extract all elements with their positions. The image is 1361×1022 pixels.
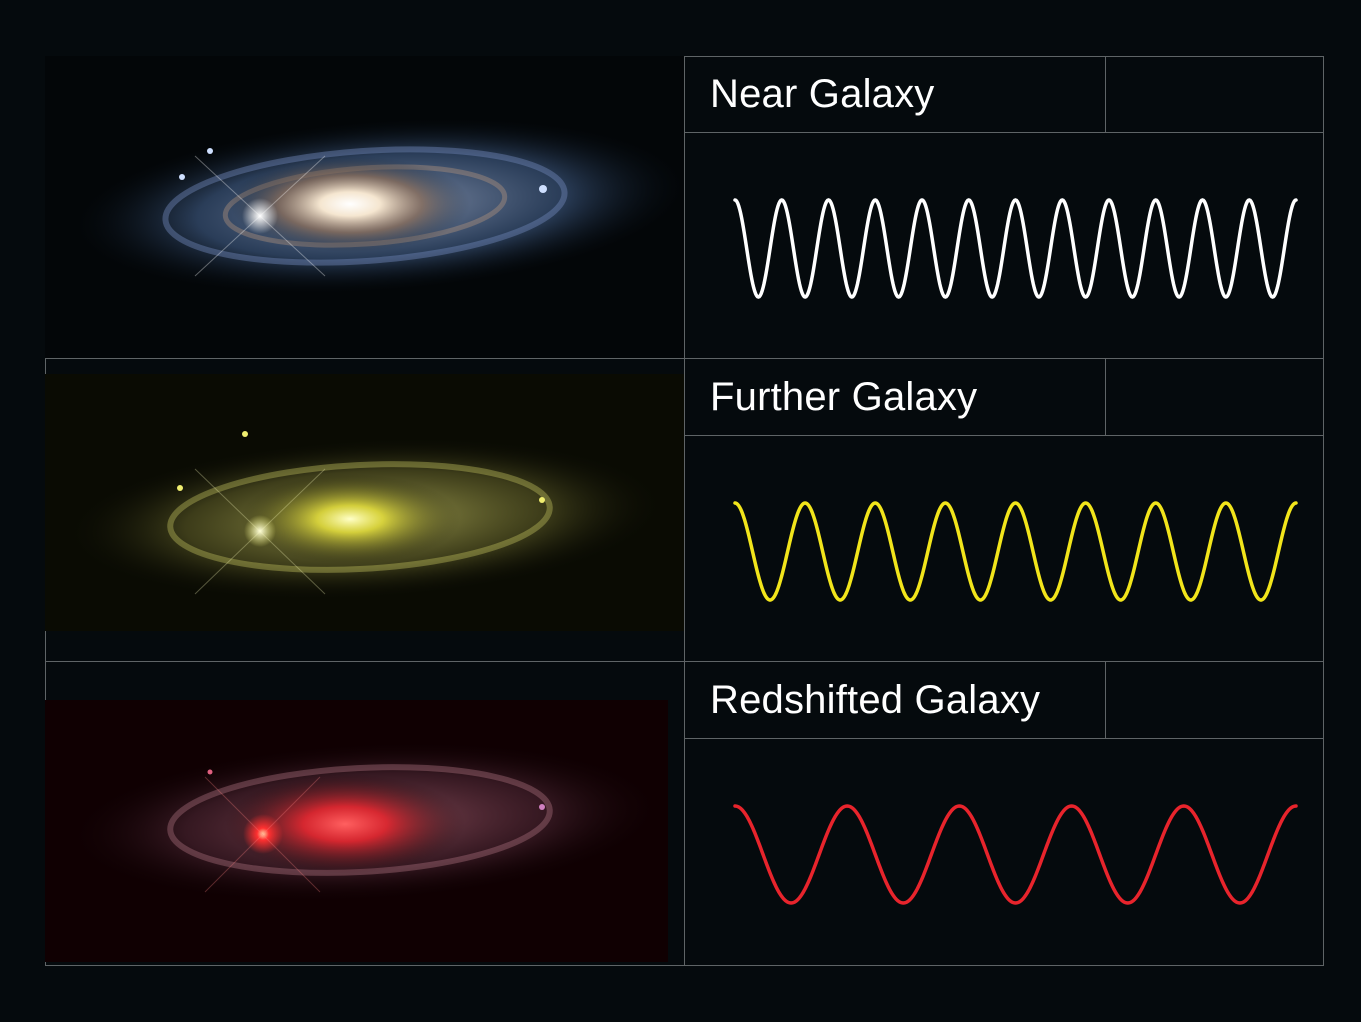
further-galaxy-wave-path <box>733 501 1298 602</box>
near-galaxy-wave-path <box>733 198 1298 299</box>
near-galaxy-title: Near Galaxy <box>710 71 935 116</box>
panel-further: Further Galaxy <box>45 359 1324 662</box>
panel-near: Near Galaxy <box>45 56 1324 359</box>
further-galaxy-image <box>45 359 684 662</box>
further-galaxy-title: Further Galaxy <box>710 374 978 419</box>
redshifted-galaxy-wave <box>685 739 1324 965</box>
redshifted-galaxy-wave-path <box>733 804 1298 905</box>
redshifted-galaxy-image <box>45 662 684 965</box>
redshifted-galaxy-title: Redshifted Galaxy <box>710 677 1041 722</box>
near-galaxy-image <box>45 56 684 359</box>
panel-redshifted: Redshifted Galaxy <box>45 662 1324 965</box>
further-galaxy-wave <box>685 436 1324 662</box>
near-galaxy-wave <box>685 133 1324 359</box>
